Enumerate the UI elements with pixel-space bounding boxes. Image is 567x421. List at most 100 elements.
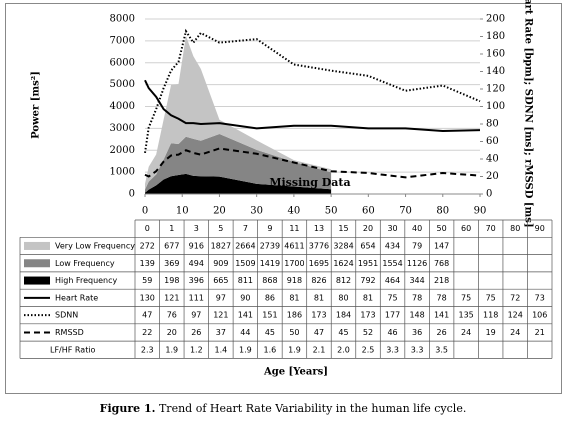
table-cell: 2.1 xyxy=(313,345,326,354)
table-cell: 369 xyxy=(164,259,179,268)
table-cell: 97 xyxy=(191,311,201,320)
table-header: 90 xyxy=(535,224,545,233)
table-cell: 184 xyxy=(336,311,351,320)
table-cell: 1624 xyxy=(333,259,353,268)
table-cell: 26 xyxy=(437,328,447,337)
table-cell: 139 xyxy=(140,259,155,268)
table-header: 80 xyxy=(510,224,520,233)
table-cell: 1951 xyxy=(358,259,378,268)
table-cell: 792 xyxy=(360,276,375,285)
x-tick-label: 70 xyxy=(399,206,412,217)
caption-text: Trend of Heart Rate Variability in the h… xyxy=(159,402,466,415)
y-tick-label: 2000 xyxy=(110,145,135,156)
table-cell: 78 xyxy=(412,293,422,302)
table-header: 3 xyxy=(194,224,199,233)
table-cell: 24 xyxy=(461,328,471,337)
table-cell: 26 xyxy=(191,328,201,337)
table-cell: 81 xyxy=(314,293,324,302)
table-cell: 121 xyxy=(164,293,179,302)
table-cell: 111 xyxy=(189,293,204,302)
annotation: Missing Data xyxy=(269,176,350,189)
row-label: LF/HF Ratio xyxy=(50,345,96,354)
table-cell: 1827 xyxy=(211,241,231,250)
table-cell: 3.3 xyxy=(386,345,399,354)
table-cell: 78 xyxy=(437,293,447,302)
table-cell: 79 xyxy=(412,241,422,250)
table-cell: 45 xyxy=(265,328,275,337)
table-cell: 1.9 xyxy=(239,345,252,354)
table-header: 0 xyxy=(145,224,150,233)
table-cell: 1.6 xyxy=(264,345,277,354)
table-cell: 135 xyxy=(459,311,474,320)
table-cell: 36 xyxy=(412,328,422,337)
x-axis-title: Age [Years] xyxy=(263,367,328,378)
table-cell: 1.4 xyxy=(214,345,227,354)
y-tick-label: 7000 xyxy=(110,35,135,46)
caption: Figure 1. Trend of Heart Rate Variabilit… xyxy=(100,402,467,415)
table-cell: 1509 xyxy=(235,259,255,268)
line xyxy=(144,147,481,179)
table-cell: 198 xyxy=(164,276,179,285)
table-cell: 59 xyxy=(142,276,152,285)
table-header: 5 xyxy=(218,224,223,233)
y2-tick-label: 180 xyxy=(486,31,505,42)
table-cell: 826 xyxy=(311,276,326,285)
x-tick-label: 60 xyxy=(362,206,375,217)
row-label: RMSSD xyxy=(55,328,84,337)
table-cell: 147 xyxy=(434,241,449,250)
table-cell: 218 xyxy=(434,276,449,285)
x-tick-label: 90 xyxy=(474,206,487,217)
y-tick-label: 6000 xyxy=(110,57,135,68)
table-cell: 2.0 xyxy=(337,345,350,354)
table-cell: 81 xyxy=(363,293,373,302)
table-cell: 141 xyxy=(238,311,253,320)
table-cell: 19 xyxy=(486,328,496,337)
table-cell: 811 xyxy=(238,276,253,285)
x-tick-label: 50 xyxy=(325,206,338,217)
table-cell: 2.3 xyxy=(141,345,154,354)
table-cell: 173 xyxy=(311,311,326,320)
table-cell: 21 xyxy=(535,328,545,337)
y2-tick-label: 160 xyxy=(486,49,505,60)
y-axis-title: Power [ms²] xyxy=(31,71,42,139)
x-tick-label: 30 xyxy=(250,206,263,217)
table-cell: 434 xyxy=(385,241,400,250)
table-cell: 1.9 xyxy=(288,345,301,354)
table-cell: 1700 xyxy=(284,259,304,268)
table-cell: 2664 xyxy=(235,241,255,250)
line xyxy=(144,79,481,133)
table-cell: 124 xyxy=(508,311,523,320)
table-header: 9 xyxy=(267,224,272,233)
table-cell: 1126 xyxy=(407,259,427,268)
table-header: 50 xyxy=(437,224,447,233)
table-cell: 73 xyxy=(535,293,545,302)
x-tick-label: 20 xyxy=(213,206,226,217)
figure-frame xyxy=(5,3,562,394)
table-header: 1 xyxy=(169,224,174,233)
y2-tick-label: 200 xyxy=(486,14,505,25)
table-cell: 177 xyxy=(385,311,400,320)
table-cell: 654 xyxy=(360,241,375,250)
table-cell: 3.3 xyxy=(411,345,424,354)
area xyxy=(145,35,332,190)
area xyxy=(145,133,332,193)
table-cell: 148 xyxy=(409,311,424,320)
table-cell: 1.2 xyxy=(190,345,203,354)
legend-swatch xyxy=(24,241,50,250)
table-header: 40 xyxy=(412,224,422,233)
table-cell: 90 xyxy=(240,293,250,302)
table-cell: 86 xyxy=(265,293,275,302)
table-cell: 80 xyxy=(338,293,348,302)
table-cell: 186 xyxy=(287,311,302,320)
table-cell: 464 xyxy=(385,276,400,285)
table-cell: 118 xyxy=(483,311,498,320)
x-tick-label: 10 xyxy=(176,206,189,217)
x-tick-label: 0 xyxy=(142,206,148,217)
table-cell: 4611 xyxy=(284,241,304,250)
table-cell: 3284 xyxy=(333,241,353,250)
y-tick-label: 5000 xyxy=(110,79,135,90)
table-header: 13 xyxy=(314,224,324,233)
table-cell: 97 xyxy=(216,293,226,302)
table-cell: 768 xyxy=(434,259,449,268)
